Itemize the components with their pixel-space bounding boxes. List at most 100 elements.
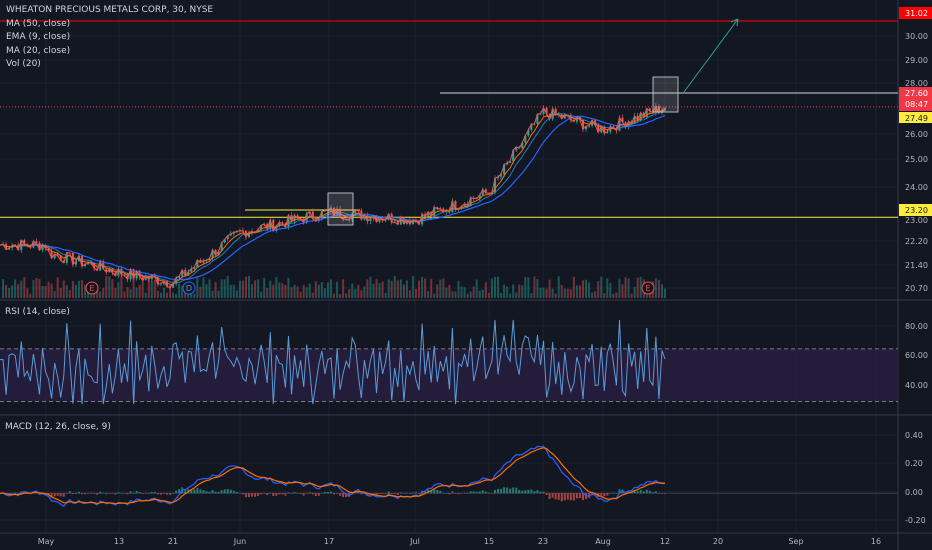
volume-bar [326,282,329,298]
candle-body [636,115,639,121]
candle-body [102,261,105,269]
indicator-volume-label[interactable]: Vol (20) [6,59,41,69]
candle-body [196,259,199,268]
macd-histogram-bar [196,488,199,494]
macd-histogram-bar [65,492,68,494]
symbol-title[interactable]: WHEATON PRECIOUS METALS CORP, 30, NYSE [6,5,214,15]
candle-body [156,277,159,285]
event-marker-dividend[interactable]: D [182,281,196,295]
grid-lines [0,0,898,533]
candle-body [8,248,11,250]
candle-body [187,271,190,276]
macd-histogram-bar [162,493,165,494]
time-axis[interactable]: May 13 21 Jun 17 Jul 15 23 Aug 12 20 Sep… [38,537,881,546]
indicator-ema9-label[interactable]: EMA (9, close) [6,32,71,42]
macd-tick: 0.00 [905,488,923,497]
candle-body [105,268,108,273]
volume-bar [229,284,232,298]
volume-bar [114,287,117,298]
volume-bar [360,290,363,298]
macd-histogram-bar [208,491,211,494]
ma50-line[interactable] [0,114,666,281]
volume-bar [65,285,68,298]
rsi-axis[interactable]: 80.00 60.00 40.00 [905,322,928,390]
volume-bar [624,277,627,298]
event-marker-earnings-1[interactable]: E [85,281,99,295]
projection-arrow[interactable] [683,18,739,93]
candle-body [223,239,226,243]
macd-pane-title[interactable]: MACD (12, 26, close, 9) [5,422,111,432]
time-label: 23 [538,537,548,546]
event-marker-earnings-2[interactable]: E [641,281,655,295]
macd-histogram-bar [548,493,551,499]
volume-bar [147,279,150,298]
macd-histogram-bar [518,489,521,494]
candle-body [217,251,220,256]
price-series-line[interactable] [0,104,666,289]
macd-histogram-bar [299,493,302,494]
candle-body [214,249,217,256]
rsi-line[interactable] [0,319,666,405]
macd-histogram-bar [238,493,241,494]
rsi-tick: 80.00 [905,322,928,331]
candle-body [278,222,281,226]
volume-bar [181,285,184,298]
candle-body [333,207,336,217]
chart-legend[interactable]: WHEATON PRECIOUS METALS CORP, 30, NYSE M… [6,4,213,72]
signal-line[interactable] [0,447,666,505]
macd-histogram-bar [178,489,181,494]
volume-bar [408,290,411,298]
volume-bar [563,288,566,298]
volume-bar [87,288,90,298]
macd-histogram-bar [433,489,436,494]
volume-bar [393,276,396,298]
macd-histogram-bar [424,490,427,494]
macd-histogram-bar [487,492,490,494]
volume-bar [363,286,366,298]
volume-bar [660,284,663,298]
highlight-box-breakout[interactable] [327,192,354,226]
candle-body [162,281,165,284]
macd-histogram-bar [372,493,375,494]
candle-body [129,269,132,280]
volume-bar [59,288,62,298]
volume-bar [2,279,5,298]
volume-bar [378,283,381,298]
volume-bar [566,288,569,298]
macd-histogram-bar [560,493,563,502]
ma20-line[interactable] [0,110,666,284]
volume-bar [44,285,47,298]
volume-bar [93,292,96,298]
volume-bar [621,284,624,298]
volume-bar [612,293,615,298]
candle-body [642,112,645,118]
volume-bar [281,283,284,298]
volume-bar [512,284,515,298]
candle-body [369,218,372,222]
macd-histogram-bar [62,493,65,497]
candle-body [451,200,454,213]
indicator-ma20-label[interactable]: MA (20, close) [6,45,71,56]
volume-bar [500,292,503,298]
rsi-pane-title[interactable]: RSI (14, close) [5,307,70,317]
volume-bar [418,280,421,298]
candle-body [597,125,600,133]
candle-body [424,213,427,217]
candle-body [226,235,229,240]
price-axis[interactable]: 30.00 29.00 28.00 26.00 25.00 24.00 22.2… [905,32,928,293]
macd-histogram-bar [156,493,159,495]
macd-axis[interactable]: 0.40 0.20 0.00 -0.20 [905,431,926,525]
candle-body [272,219,275,231]
volume-bar [41,285,44,298]
volume-bar [345,293,348,298]
volume-bar [342,279,345,298]
macd-histogram-bar [290,493,293,494]
indicator-ma50-label[interactable]: MA (50, close) [6,18,71,29]
volume-bar [223,279,226,298]
volume-bar [275,277,278,298]
volume-bar [630,293,633,298]
volume-bar [603,293,606,298]
macd-histogram-bar [612,492,615,494]
highlight-box-current[interactable] [652,76,679,113]
